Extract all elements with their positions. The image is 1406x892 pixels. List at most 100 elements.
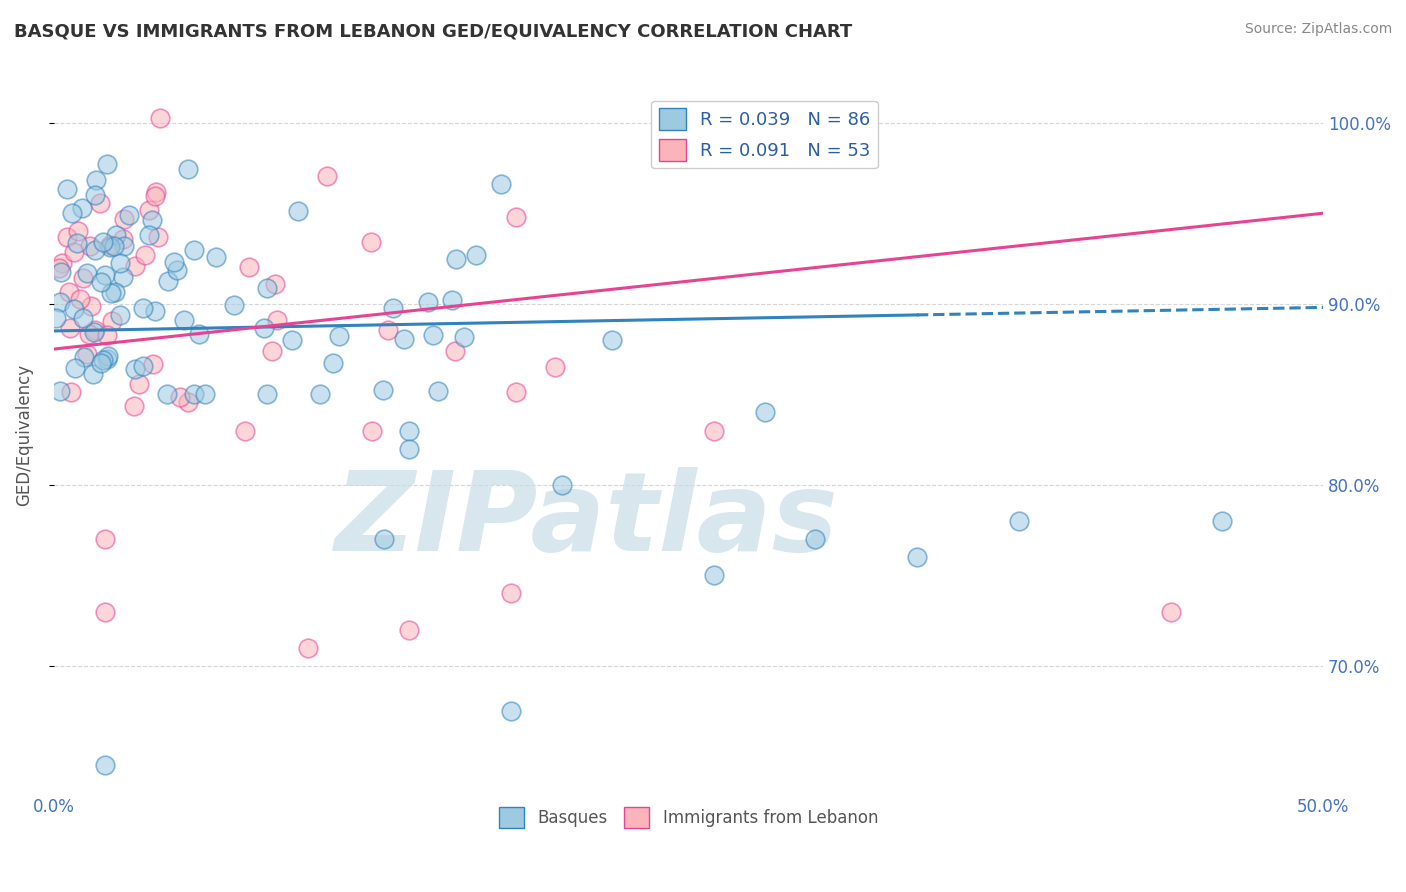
Point <box>238 260 260 274</box>
Point <box>1160 605 1182 619</box>
Point <box>104 285 127 299</box>
Point <box>465 248 488 262</box>
Point <box>118 208 141 222</box>
Point <box>111 232 134 246</box>
Point <box>60 205 83 219</box>
Point <box>93 758 115 772</box>
Point <box>63 244 86 259</box>
Point <box>163 254 186 268</box>
Text: Source: ZipAtlas.com: Source: ZipAtlas.com <box>1244 22 1392 37</box>
Point <box>360 235 382 249</box>
Point <box>72 271 94 285</box>
Point <box>124 362 146 376</box>
Point <box>93 532 115 546</box>
Point <box>84 323 107 337</box>
Point <box>90 356 112 370</box>
Point <box>142 357 165 371</box>
Point <box>84 243 107 257</box>
Point <box>101 314 124 328</box>
Point <box>322 356 344 370</box>
Point <box>146 230 169 244</box>
Point <box>204 250 226 264</box>
Point <box>63 302 86 317</box>
Text: ZIPatlas: ZIPatlas <box>335 467 839 574</box>
Point <box>73 350 96 364</box>
Point <box>453 330 475 344</box>
Point <box>499 704 522 718</box>
Point <box>398 623 420 637</box>
Point <box>156 387 179 401</box>
Point <box>149 112 172 126</box>
Point <box>70 201 93 215</box>
Point <box>91 353 114 368</box>
Point <box>143 189 166 203</box>
Point <box>754 405 776 419</box>
Point <box>173 313 195 327</box>
Point <box>499 586 522 600</box>
Point <box>157 274 180 288</box>
Point <box>550 478 572 492</box>
Point <box>98 240 121 254</box>
Point <box>316 169 339 184</box>
Point <box>905 550 928 565</box>
Point <box>280 333 302 347</box>
Point <box>233 424 256 438</box>
Point <box>703 424 725 438</box>
Point <box>67 224 90 238</box>
Point <box>1211 514 1233 528</box>
Point <box>169 390 191 404</box>
Point <box>97 349 120 363</box>
Point <box>141 212 163 227</box>
Point <box>505 211 527 225</box>
Point <box>256 387 278 401</box>
Point <box>90 275 112 289</box>
Point <box>177 394 200 409</box>
Point <box>76 347 98 361</box>
Point <box>416 294 439 309</box>
Point <box>77 327 100 342</box>
Point <box>72 310 94 325</box>
Point <box>58 285 80 300</box>
Point <box>59 321 82 335</box>
Point <box>48 261 70 276</box>
Point <box>703 568 725 582</box>
Point <box>96 351 118 366</box>
Point <box>804 532 827 546</box>
Point <box>138 202 160 217</box>
Point <box>96 328 118 343</box>
Point <box>183 243 205 257</box>
Point <box>49 294 72 309</box>
Point <box>398 442 420 456</box>
Point <box>51 256 73 270</box>
Point <box>49 384 72 399</box>
Point <box>194 387 217 401</box>
Point <box>444 344 467 359</box>
Point <box>266 312 288 326</box>
Point <box>132 359 155 374</box>
Point <box>253 321 276 335</box>
Point <box>91 235 114 249</box>
Point <box>377 322 399 336</box>
Point <box>392 332 415 346</box>
Point <box>224 297 246 311</box>
Point <box>112 211 135 226</box>
Point <box>260 344 283 359</box>
Point <box>491 177 513 191</box>
Point <box>287 204 309 219</box>
Point <box>104 227 127 242</box>
Y-axis label: GED/Equivalency: GED/Equivalency <box>15 364 32 506</box>
Point <box>108 308 131 322</box>
Point <box>100 286 122 301</box>
Point <box>256 281 278 295</box>
Point <box>79 299 101 313</box>
Point <box>264 277 287 292</box>
Point <box>183 387 205 401</box>
Point <box>177 161 200 176</box>
Point <box>84 187 107 202</box>
Point <box>111 269 134 284</box>
Point <box>422 327 444 342</box>
Point <box>79 238 101 252</box>
Point <box>108 256 131 270</box>
Point <box>361 424 384 438</box>
Legend: Basques, Immigrants from Lebanon: Basques, Immigrants from Lebanon <box>492 801 884 834</box>
